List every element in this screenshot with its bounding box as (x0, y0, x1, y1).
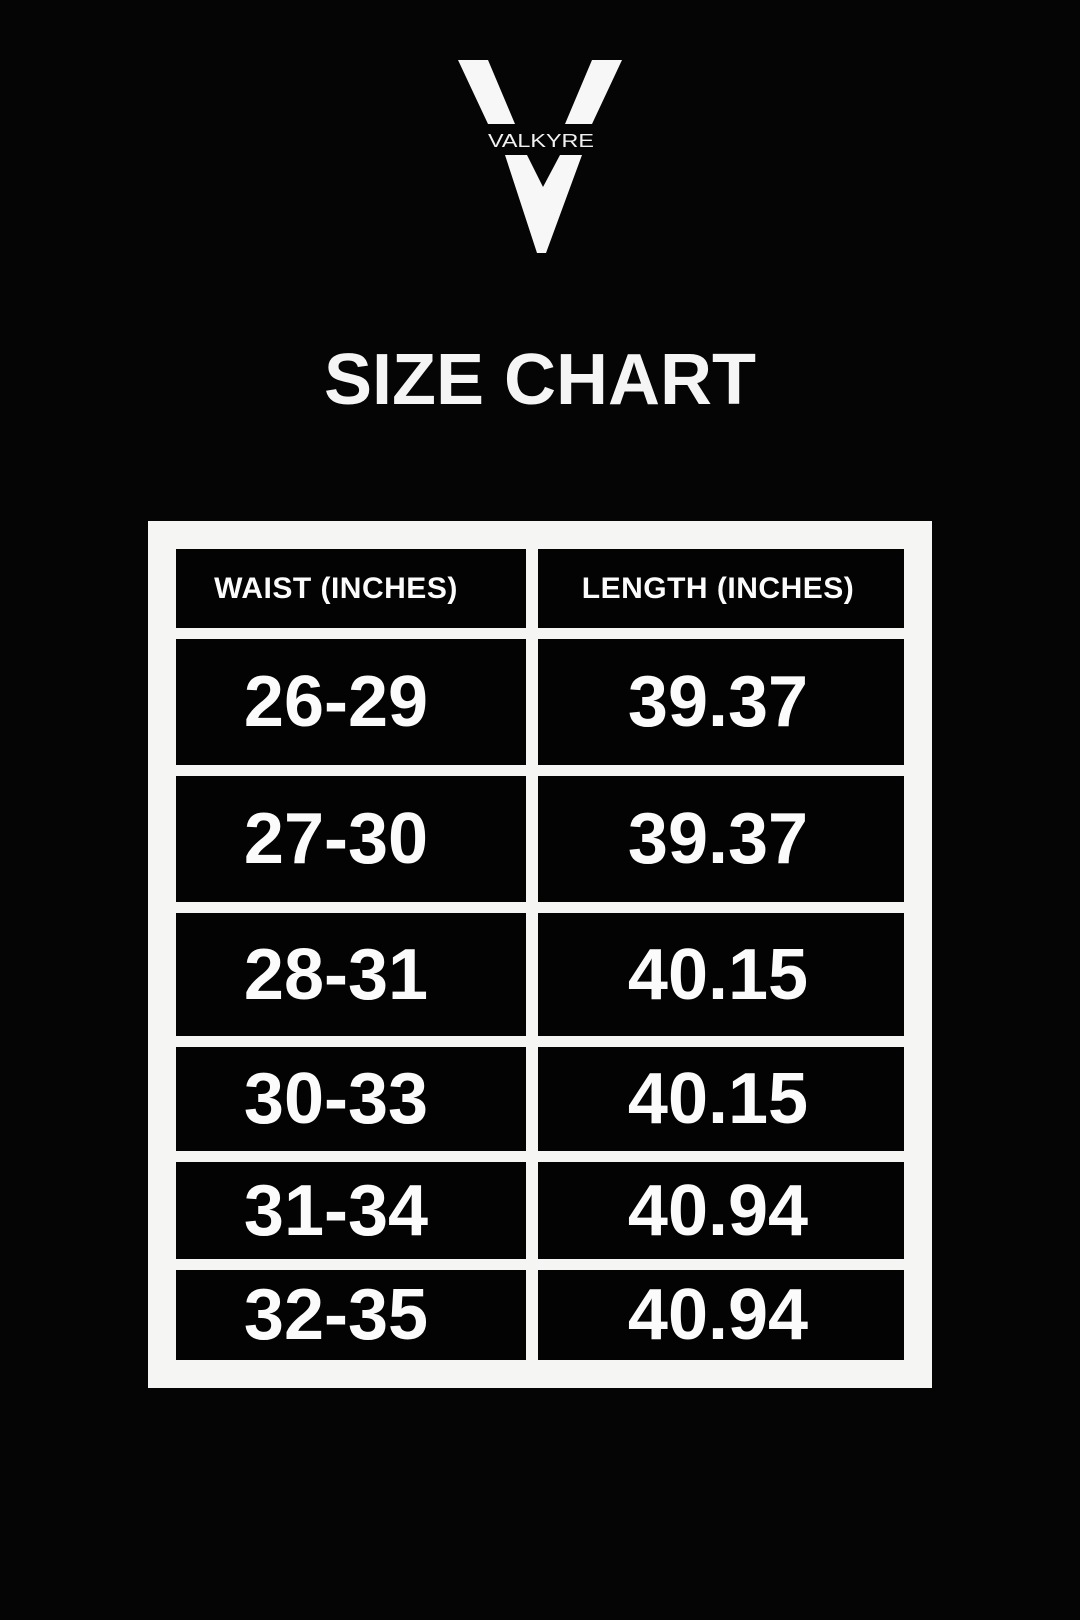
length-value-cell: 40.15 (538, 913, 904, 1036)
logo-bottom-v (505, 155, 582, 253)
waist-value-cell: 26-29 (176, 639, 526, 765)
column-header-waist: WAIST (INCHES) (176, 549, 526, 628)
valkyre-v-logo-icon: VALKYRE (458, 60, 622, 253)
brand-wordmark: VALKYRE (488, 131, 594, 151)
waist-value-cell: 28-31 (176, 913, 526, 1036)
brand-logo: VALKYRE (455, 58, 625, 258)
waist-value-cell: 27-30 (176, 776, 526, 902)
length-value-cell: 39.37 (538, 776, 904, 902)
length-value-cell: 40.15 (538, 1047, 904, 1151)
logo-right-arm (565, 60, 622, 124)
page-title: SIZE CHART (324, 340, 756, 420)
logo-left-arm (458, 60, 515, 124)
waist-value-cell: 30-33 (176, 1047, 526, 1151)
length-value-cell: 39.37 (538, 639, 904, 765)
waist-value-cell: 31-34 (176, 1162, 526, 1259)
column-header-length: LENGTH (INCHES) (538, 549, 904, 628)
length-value-cell: 40.94 (538, 1162, 904, 1259)
size-table: WAIST (INCHES) LENGTH (INCHES) 26-29 39.… (148, 521, 932, 1388)
waist-value-cell: 32-35 (176, 1270, 526, 1360)
length-value-cell: 40.94 (538, 1270, 904, 1360)
